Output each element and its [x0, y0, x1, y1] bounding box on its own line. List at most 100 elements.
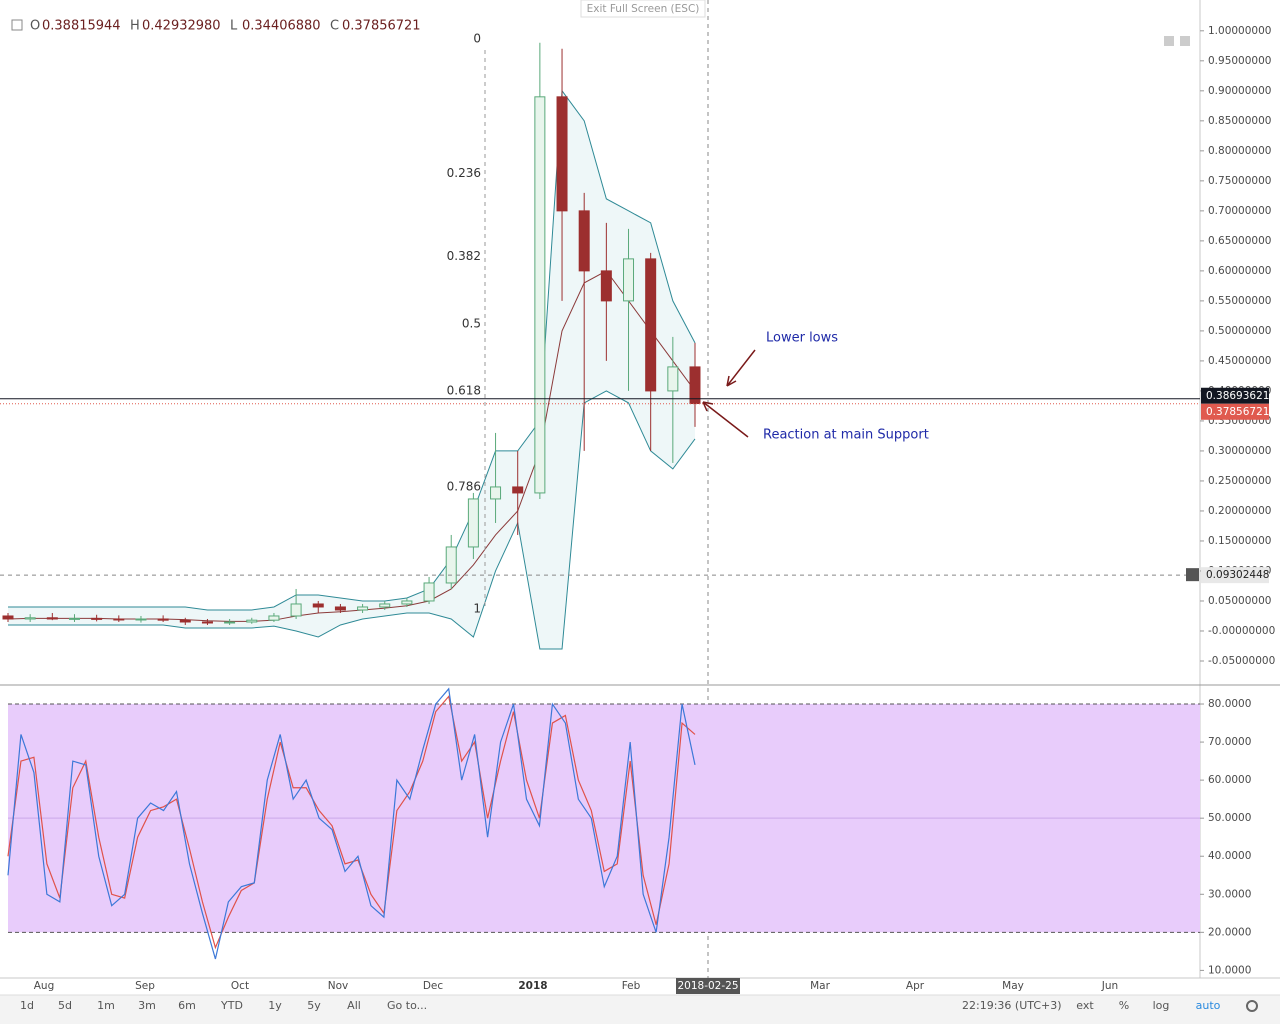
y-tick-label: 0.45000000 — [1208, 355, 1271, 367]
x-tick-label: May — [1002, 980, 1024, 992]
x-tick-label: 2018 — [518, 980, 547, 992]
option-button[interactable]: ext — [1076, 999, 1094, 1012]
candle-body — [312, 603, 324, 608]
range-button[interactable]: 5y — [307, 999, 321, 1012]
y-tick-label: -0.00000000 — [1208, 625, 1275, 637]
arrow — [702, 401, 749, 438]
y-tick-label: 70.0000 — [1208, 736, 1251, 748]
candle-body — [423, 582, 435, 602]
ohlc-value: 0.37856721 — [342, 19, 421, 34]
crosshair-plus[interactable] — [1186, 568, 1199, 582]
ohlc-value: 0.34406880 — [242, 19, 321, 34]
exit-fullscreen-label: Exit Full Screen (ESC) — [587, 3, 700, 15]
range-button[interactable]: 3m — [138, 999, 156, 1012]
crosshair-date: 2018-02-25 — [677, 980, 738, 992]
goto-button[interactable]: Go to... — [387, 999, 427, 1012]
x-tick-label: Nov — [328, 980, 349, 992]
y-tick-label: -0.05000000 — [1208, 655, 1275, 667]
bollinger-lower — [8, 390, 696, 650]
crosshair-price: 0.09302448 — [1206, 569, 1269, 581]
y-tick-label: 10.0000 — [1208, 964, 1251, 976]
candle-body — [179, 619, 191, 623]
candle-body — [201, 621, 213, 624]
scroll-icon[interactable] — [1164, 36, 1174, 46]
candle-body — [113, 618, 125, 621]
option-button[interactable]: auto — [1196, 999, 1221, 1012]
fib-label: 0.236 — [447, 166, 481, 180]
candle-body — [24, 617, 36, 620]
y-tick-label: 0.65000000 — [1208, 235, 1271, 247]
option-button[interactable]: log — [1153, 999, 1170, 1012]
candle-body — [512, 486, 524, 494]
candle-body — [224, 621, 236, 624]
y-tick-label: 0.25000000 — [1208, 475, 1271, 487]
candle-body — [68, 617, 80, 620]
price-tag-label: 0.38693621 — [1206, 390, 1269, 402]
price-tag — [1201, 387, 1269, 404]
y-tick-label: 0.30000000 — [1208, 445, 1271, 457]
ohlc-value: 0.38815944 — [42, 19, 121, 34]
bollinger-upper — [8, 89, 696, 611]
candle-body — [157, 618, 169, 621]
y-tick-label: 1.00000000 — [1208, 25, 1271, 37]
y-tick-label: 0.85000000 — [1208, 115, 1271, 127]
price-tag — [1201, 403, 1269, 420]
fib-label: 0.786 — [447, 479, 481, 493]
exit-fullscreen-button[interactable] — [580, 0, 706, 18]
y-tick-label: 50.0000 — [1208, 812, 1251, 824]
option-button[interactable]: % — [1119, 999, 1129, 1012]
candle-body — [135, 618, 147, 621]
candle-body — [667, 366, 679, 392]
y-tick-label: 60.0000 — [1208, 774, 1251, 786]
clock: 22:19:36 (UTC+3) — [962, 999, 1062, 1012]
candle-body — [91, 617, 103, 620]
price-tag-label: 0.37856721 — [1206, 406, 1269, 418]
range-button[interactable]: 1m — [97, 999, 115, 1012]
range-button[interactable]: All — [347, 999, 361, 1012]
candle-body — [2, 615, 14, 620]
x-tick-label: Mar — [810, 980, 830, 992]
candle-body — [290, 603, 302, 617]
candle-body — [46, 617, 58, 620]
candle-body — [600, 270, 612, 302]
x-tick-label: Feb — [622, 980, 641, 992]
y-tick-label: 0.15000000 — [1208, 535, 1271, 547]
y-tick-label: 0.55000000 — [1208, 295, 1271, 307]
annotation: Lower lows — [766, 331, 838, 346]
candle-body — [534, 96, 546, 494]
fib-label: 0.382 — [447, 249, 481, 263]
ohlc-value: 0.42932980 — [142, 19, 221, 34]
ohlc-key: H — [130, 19, 140, 34]
candle-body — [379, 603, 391, 608]
candle-body — [689, 366, 701, 405]
expand-icon[interactable] — [11, 19, 23, 31]
y-tick-label: 0.05000000 — [1208, 595, 1271, 607]
range-button[interactable]: YTD — [220, 999, 243, 1012]
candle-body — [357, 606, 369, 611]
y-tick-label: 0.50000000 — [1208, 325, 1271, 337]
toolbar — [0, 995, 1280, 1024]
candle-body — [490, 486, 502, 500]
x-tick-label: Aug — [34, 980, 55, 992]
scroll-icon[interactable] — [1180, 36, 1190, 46]
y-tick-label: 20.0000 — [1208, 926, 1251, 938]
range-button[interactable]: 5d — [58, 999, 72, 1012]
range-button[interactable]: 1y — [268, 999, 282, 1012]
stoch-line — [7, 687, 696, 960]
x-tick-label: Jun — [1101, 980, 1118, 992]
y-tick-label: 80.0000 — [1208, 698, 1251, 710]
candle-body — [556, 96, 568, 212]
range-button[interactable]: 1d — [20, 999, 34, 1012]
y-tick-label: 40.0000 — [1208, 850, 1251, 862]
y-tick-label: 30.0000 — [1208, 888, 1251, 900]
arrow — [726, 349, 756, 387]
crosshair-price-tag — [1201, 567, 1269, 584]
candle-body — [467, 498, 479, 548]
bollinger-fill — [8, 90, 695, 649]
y-tick-label: 0.70000000 — [1208, 205, 1271, 217]
settings-icon[interactable] — [1246, 1000, 1258, 1012]
candle-body — [334, 606, 346, 611]
range-button[interactable]: 6m — [178, 999, 196, 1012]
